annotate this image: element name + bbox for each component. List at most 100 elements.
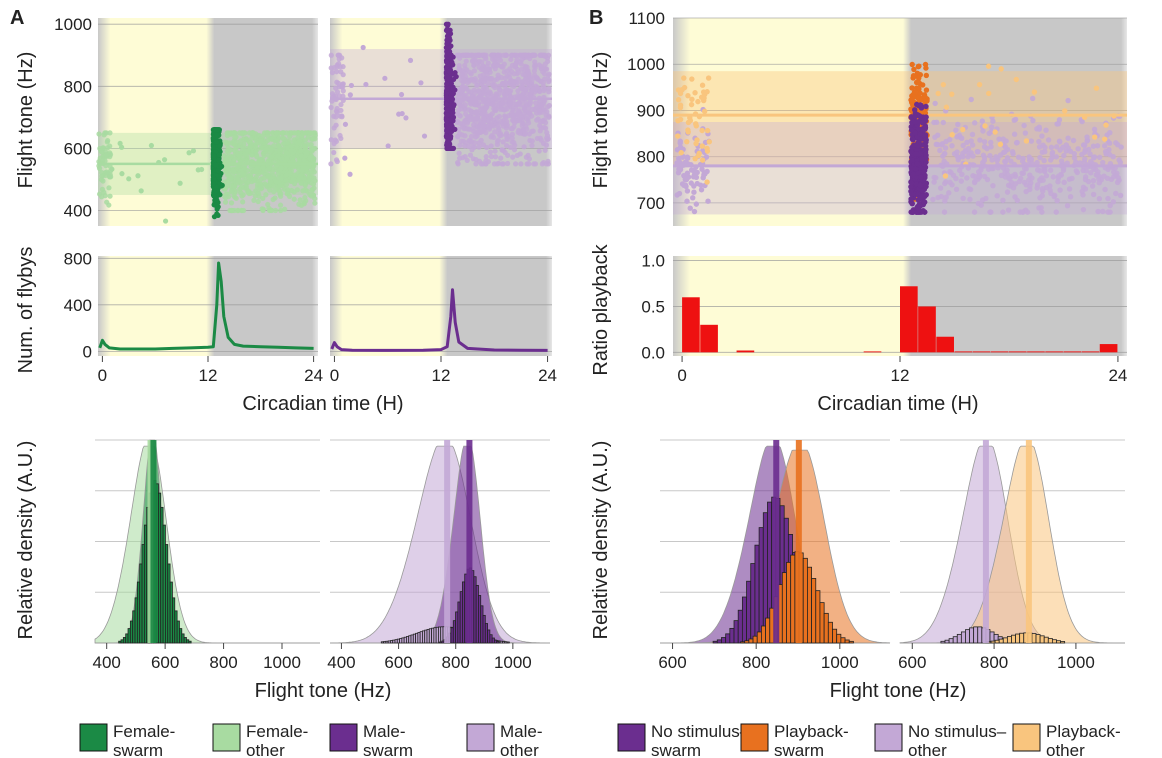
female-swarm-point (211, 189, 218, 195)
male-other-point (471, 62, 477, 68)
no-stimulus-other-point (1088, 170, 1094, 176)
no-stimulus-other-point (993, 154, 999, 160)
female-other-point (294, 187, 300, 193)
male-other-point (483, 154, 489, 160)
female-other-point (263, 182, 269, 188)
male-other-point (531, 161, 537, 167)
female-other-point (101, 189, 107, 195)
male-other-point (476, 144, 482, 150)
male-swarm-point (443, 21, 450, 27)
female-other-point (98, 148, 104, 155)
no-stimulus-other-point (981, 173, 988, 180)
male-other-point (476, 64, 482, 70)
male-other-point (456, 155, 463, 161)
no-stimulus-other-point (981, 144, 988, 150)
male-other-density (330, 445, 550, 644)
male-swarm-point (450, 91, 456, 97)
female-other-point (291, 196, 297, 202)
no-stimulus-other-point (684, 155, 691, 161)
no-stimulus-other-point (1003, 138, 1009, 144)
female-swarm-point (211, 214, 218, 220)
female-swarm-point (210, 181, 216, 187)
female-other-point (270, 196, 276, 203)
playback-other-histogram-bar (994, 639, 1000, 644)
dusk-gradient (206, 256, 215, 356)
playback-swarm-histogram-bar (781, 572, 787, 644)
male-other-point (492, 154, 499, 160)
a-flybys-xlabel: Circadian time (H) (242, 393, 403, 415)
playback-other-point (701, 108, 708, 115)
no-stimulus-other-point (1090, 177, 1097, 184)
female-other-point (289, 143, 295, 149)
no-stimulus-swarm-point (914, 160, 921, 167)
no-stimulus-swarm-point (923, 146, 929, 153)
no-stimulus-other-point (958, 178, 964, 184)
y-tick-label: 0 (83, 342, 92, 361)
y-tick-label: 0.5 (641, 297, 665, 316)
no-stimulus-other-point (933, 141, 939, 148)
female-swarm-point (211, 176, 217, 182)
male-other-point (499, 64, 505, 70)
no-stimulus-other-point (703, 154, 710, 160)
playback-other-histogram-bar (1039, 635, 1045, 644)
female-other-point (104, 199, 110, 205)
playback-swarm-histogram-bar (819, 602, 825, 644)
no-stimulus-other-point (971, 209, 978, 215)
female-other-point (275, 171, 281, 177)
ratio-bar (700, 324, 718, 353)
no-stimulus-swarm-point (912, 113, 918, 120)
playback-swarm-point (914, 70, 921, 77)
no-stimulus-swarm-point (908, 180, 915, 186)
male-other-point (485, 92, 491, 98)
no-stimulus-other-point (1019, 209, 1026, 215)
male-other-point (533, 100, 539, 106)
male-other-point (503, 143, 510, 149)
no-stimulus-other-point (980, 152, 987, 158)
female-other-point (102, 158, 108, 164)
no-stimulus-other-point (1067, 148, 1074, 155)
no-stimulus-other-histogram-bar (944, 639, 950, 644)
male-other-point (497, 130, 504, 137)
x-tick-label: 12 (891, 366, 910, 385)
male-other-point (329, 70, 336, 76)
no-stimulus-other-point (1091, 126, 1098, 133)
no-stimulus-swarm-histogram-bar (716, 639, 722, 644)
male-other-point (517, 151, 523, 157)
male-other-point (508, 56, 514, 63)
male-other-point (496, 54, 502, 61)
no-stimulus-swarm-point (913, 151, 919, 157)
male-other-point (457, 55, 463, 61)
female-other-point (258, 138, 264, 144)
male-other-point (460, 79, 466, 85)
male-other-point (461, 93, 467, 99)
no-stimulus-other-point (1029, 95, 1036, 102)
no-stimulus-other-point (1091, 166, 1097, 173)
female-other-point (245, 148, 251, 154)
no-stimulus-swarm-point (922, 125, 929, 131)
female-other-point (234, 139, 240, 145)
no-stimulus-other-point (1022, 130, 1029, 136)
no-stimulus-other-point (966, 186, 972, 192)
playback-other-point (706, 139, 713, 145)
playback-swarm-point (923, 98, 929, 105)
legend-swatch (212, 723, 241, 752)
female-other-point (278, 207, 284, 214)
male-other-point (456, 126, 462, 132)
no-stimulus-other-point (1096, 196, 1103, 202)
female-other-point (302, 181, 308, 187)
female-other-point (277, 202, 284, 208)
male-other-point (338, 101, 344, 108)
playback-swarm-histogram-bar (836, 633, 842, 644)
legend-label: Female- (113, 722, 175, 741)
no-stimulus-other-point (968, 96, 974, 103)
male-other-point (525, 70, 531, 76)
male-other-point (522, 86, 528, 92)
no-stimulus-other-point (1081, 142, 1088, 148)
no-stimulus-other-point (1056, 117, 1063, 123)
male-other-point (464, 120, 470, 126)
panel-letter-a: A (10, 7, 24, 29)
playback-other-histogram-bar (1011, 634, 1016, 644)
male-other-point (518, 85, 524, 91)
no-stimulus-other-point (1066, 186, 1073, 192)
no-stimulus-other-point (1088, 158, 1094, 165)
